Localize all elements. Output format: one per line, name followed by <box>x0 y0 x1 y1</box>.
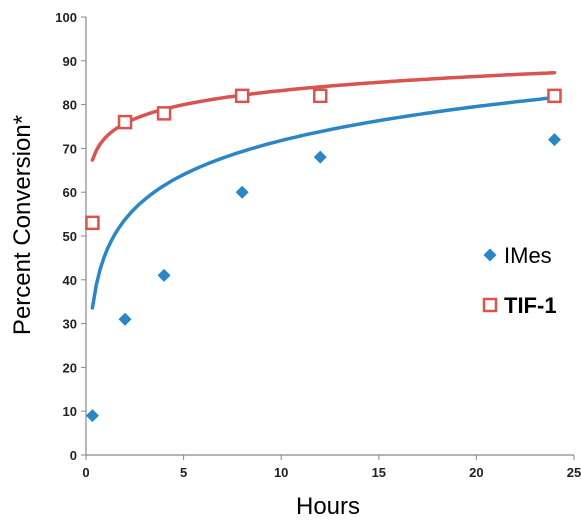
legend-label-imes: IMes <box>504 243 552 268</box>
data-point-tif-1 <box>234 88 250 104</box>
data-point-imes <box>547 133 561 147</box>
chart-axes: 0 10 20 30 40 50 60 70 80 90 100 0 5 10 15 20 25 <box>55 10 581 480</box>
data-point-tif-1 <box>117 114 133 130</box>
y-tick-label: 20 <box>63 360 77 375</box>
data-points <box>85 88 562 423</box>
data-point-imes <box>313 150 327 164</box>
y-tick-label: 10 <box>63 404 77 419</box>
x-tick-label: 0 <box>82 465 89 480</box>
y-tick-label: 80 <box>63 98 77 113</box>
legend-marker-tif-1 <box>482 297 498 313</box>
data-point-tif-1 <box>312 88 328 104</box>
legend: IMes TIF-1 <box>482 243 557 318</box>
y-tick-label: 100 <box>55 10 77 25</box>
x-tick-label: 20 <box>469 465 483 480</box>
y-tick-label: 90 <box>63 54 77 69</box>
x-tick-label: 15 <box>372 465 386 480</box>
x-tick-label: 25 <box>567 465 581 480</box>
legend-marker-imes <box>483 248 497 262</box>
x-tick-label: 5 <box>180 465 187 480</box>
data-point-imes <box>118 312 132 326</box>
x-tick-label: 10 <box>274 465 288 480</box>
y-tick-label: 30 <box>63 317 77 332</box>
x-axis-title: Hours <box>296 493 360 520</box>
y-tick-label: 70 <box>63 141 77 156</box>
data-point-imes <box>85 409 99 423</box>
y-tick-label: 50 <box>63 229 77 244</box>
trendline-imes <box>90 95 557 310</box>
y-axis-title: Percent Conversion* <box>9 115 36 335</box>
data-point-tif-1 <box>85 215 100 231</box>
data-point-imes <box>157 268 171 282</box>
y-tick-label: 0 <box>70 448 77 463</box>
data-point-tif-1 <box>156 106 172 121</box>
y-tick-label: 60 <box>63 185 77 200</box>
legend-label-tif-1: TIF-1 <box>504 293 557 318</box>
y-tick-label: 40 <box>63 273 77 288</box>
data-point-imes <box>235 185 249 199</box>
data-point-tif-1 <box>547 88 562 104</box>
